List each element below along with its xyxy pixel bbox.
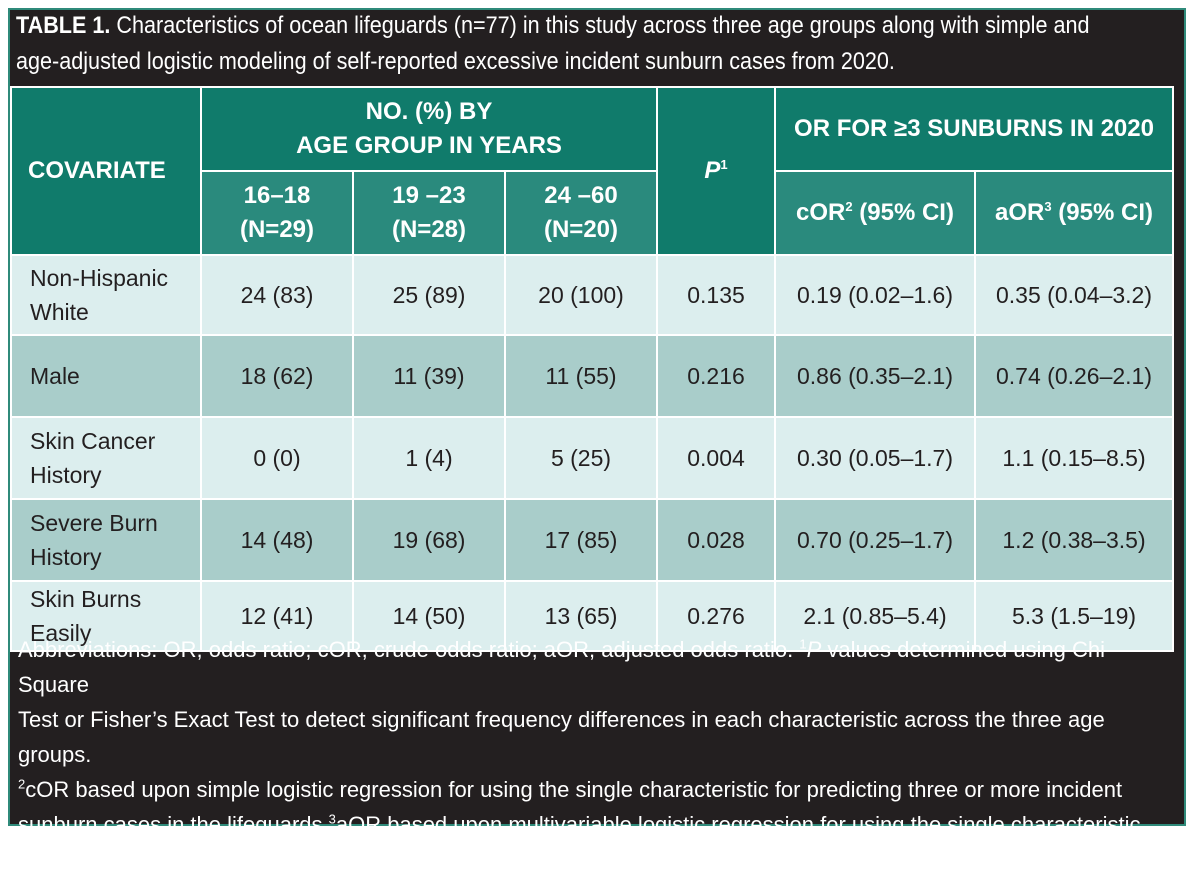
cell-age-16-18: 0 (0) [200,416,354,500]
table-row: Male 18 (62) 11 (39) 11 (55) 0.216 0.86 … [10,334,1175,418]
cell-age-16-18: 12 (41) [200,580,354,652]
row-covariate-line-2: History [30,544,102,570]
footnote-abbreviations: Abbreviations: OR, odds ratio; cOR, crud… [18,637,800,662]
header-aor-rest: (95% CI) [1051,199,1153,226]
cell-p-value: 0.135 [656,254,776,336]
header-cor-sup: 2 [845,199,853,214]
cell-age-24-60: 11 (55) [504,334,658,418]
cell-age-24-60: 17 (85) [504,498,658,582]
cell-aor: 0.35 (0.04–3.2) [973,254,1175,336]
cell-aor: 1.2 (0.38–3.5) [973,498,1175,582]
footnote-p-text: values determined using Chi-Square [18,637,1113,697]
header-p-label: P [704,157,721,184]
footnote-line-2: Test or Fisher’s Exact Test to detect si… [18,707,1105,767]
cell-cor: 0.19 (0.02–1.6) [774,254,976,336]
cell-age-19-23: 14 (50) [352,580,506,652]
footnote-sup-2: 2 [18,776,26,792]
cell-aor: 5.3 (1.5–19) [973,580,1175,652]
footnote-line-4: sunburn cases in the lifeguards.3aOR bas… [18,807,1168,842]
header-age-range: 24 –60 [544,182,618,209]
characteristics-table: COVARIATE NO. (%) BY AGE GROUP IN YEARS … [10,86,1175,652]
cell-cor: 0.86 (0.35–2.1) [774,334,976,418]
header-cor-label: cOR [796,199,846,226]
footnote-sup-3: 3 [328,811,336,827]
header-p-value: P1 [656,86,776,256]
header-age-group-line-1: NO. (%) BY [365,98,493,125]
header-age-group-line-2: AGE GROUP IN YEARS [296,132,562,159]
row-covariate-line-1: Severe Burn [30,510,158,536]
cell-age-24-60: 5 (25) [504,416,658,500]
caption-label: TABLE 1. [16,12,111,39]
table-row: Non-Hispanic White 24 (83) 25 (89) 20 (1… [10,254,1175,336]
row-covariate: Severe Burn History [10,498,202,582]
cell-age-19-23: 25 (89) [352,254,506,336]
row-covariate-line-1: Male [30,363,80,389]
header-or-group: OR FOR ≥3 SUNBURNS IN 2020 [773,86,1175,172]
cell-age-19-23: 1 (4) [352,416,506,500]
header-age-range: 19 –23 [392,182,466,209]
footnote-cor-text: cOR based upon simple logistic regressio… [25,777,1123,802]
cell-aor: 0.74 (0.26–2.1) [973,334,1175,418]
cell-age-19-23: 11 (39) [352,334,506,418]
row-covariate: Male [10,334,202,418]
cell-cor: 2.1 (0.85–5.4) [774,580,976,652]
row-covariate: Skin Burns Easily [10,580,202,652]
cell-cor: 0.30 (0.05–1.7) [774,416,976,500]
table-row: Skin Burns Easily 12 (41) 14 (50) 13 (65… [10,580,1175,652]
row-covariate-line-1: Skin Burns Easily [30,586,142,646]
cell-p-value: 0.004 [656,416,776,500]
header-age-n: (N=28) [391,216,467,243]
cell-age-16-18: 18 (62) [200,334,354,418]
table-row: Severe Burn History 14 (48) 19 (68) 17 (… [10,498,1175,582]
header-aor: aOR3 (95% CI) [973,170,1175,256]
header-age-19-23: 19 –23 (N=28) [352,170,506,256]
cell-age-16-18: 14 (48) [200,498,354,582]
header-aor-sup: 3 [1044,199,1052,214]
header-age-n: (N=20) [543,216,619,243]
header-cor-rest: (95% CI) [852,199,954,226]
footnote-p: P [806,637,822,662]
cell-aor: 1.1 (0.15–8.5) [973,416,1175,500]
cell-age-24-60: 20 (100) [504,254,658,336]
header-age-16-18: 16–18 (N=29) [200,170,354,256]
caption-line-2: age-adjusted logistic modeling of self-r… [16,48,895,75]
cell-p-value: 0.276 [656,580,776,652]
row-covariate-line-2: White [30,299,89,325]
table-caption: TABLE 1. Characteristics of ocean lifegu… [16,8,1159,80]
header-age-group: NO. (%) BY AGE GROUP IN YEARS [200,86,658,172]
header-age-range: 16–18 [243,182,311,209]
table-row: Skin Cancer History 0 (0) 1 (4) 5 (25) 0… [10,416,1175,500]
row-covariate-line-1: Non-Hispanic [30,265,169,291]
footnote-line-4a: sunburn cases in the lifeguards. [18,812,329,837]
footnote-aor-text: aOR based upon multivariable logistic re… [335,812,1141,837]
cell-p-value: 0.216 [656,334,776,418]
cell-p-value: 0.028 [656,498,776,582]
header-aor-label: aOR [995,199,1045,226]
row-covariate-line-1: Skin Cancer [30,428,156,454]
footnote-sup-1: 1 [799,636,807,652]
row-covariate: Non-Hispanic White [10,254,202,336]
header-covariate: COVARIATE [10,86,202,256]
footnote-line-3: 2cOR based upon simple logistic regressi… [18,772,1168,807]
header-age-n: (N=29) [239,216,315,243]
header-p-sup: 1 [720,157,728,172]
cell-age-19-23: 19 (68) [352,498,506,582]
table-footnote: Abbreviations: OR, odds ratio; cOR, crud… [18,632,1168,877]
cell-age-16-18: 24 (83) [200,254,354,336]
row-covariate-line-2: History [30,462,102,488]
cell-cor: 0.70 (0.25–1.7) [774,498,976,582]
header-cor: cOR2 (95% CI) [774,170,976,256]
header-age-24-60: 24 –60 (N=20) [504,170,658,256]
cell-age-24-60: 13 (65) [504,580,658,652]
footnote-line-5: adjusted by the categorical age variable… [18,847,1076,872]
footnote-line-1: Abbreviations: OR, odds ratio; cOR, crud… [18,632,1168,702]
row-covariate: Skin Cancer History [10,416,202,500]
caption-line-1: Characteristics of ocean lifeguards (n=7… [116,12,1090,39]
